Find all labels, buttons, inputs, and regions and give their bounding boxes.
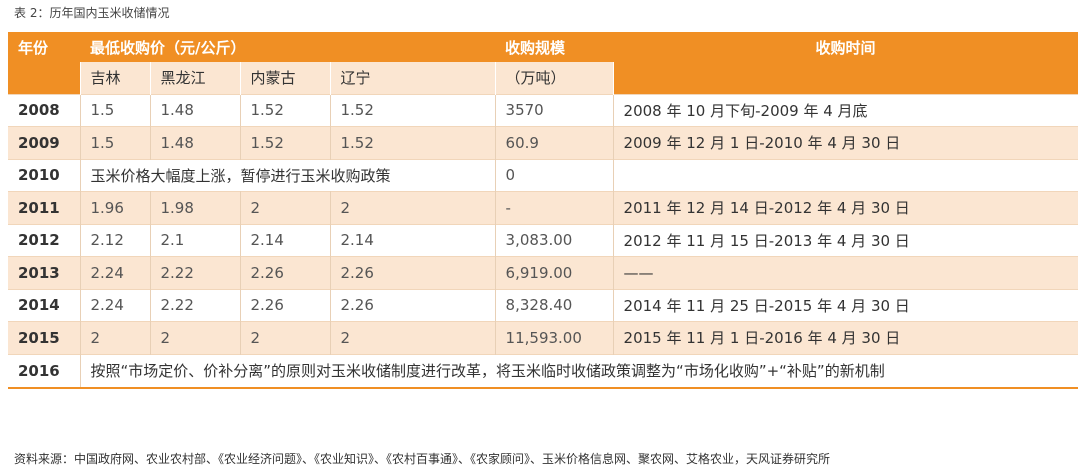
year-cell: 2014 [8,288,81,322]
scale-cell: 3570 [495,93,614,127]
time-cell: 2015 年 11 月 1 日-2016 年 4 月 30 日 [613,321,1079,354]
scale-cell: 60.9 [495,126,614,159]
note-cell: 按照“市场定价、价补分离”的原则对玉米收储制度进行改革，将玉米临时收储政策调整为… [80,353,1079,389]
price-neimenggu: 2.26 [240,256,331,289]
table-row: 2014 2.24 2.22 2.26 2.26 8,328.40 2014 年… [8,288,1079,322]
note-cell: 玉米价格大幅度上涨，暂停进行玉米收购政策 [80,158,496,192]
subheader-liaoning: 辽宁 [330,62,496,94]
scale-cell: 8,328.40 [495,288,614,322]
header-time: 收购时间 [613,32,1079,62]
price-neimenggu: 2 [240,321,331,354]
price-jilin: 2.24 [80,256,151,289]
price-heilongjiang: 2.1 [150,223,241,257]
price-neimenggu: 1.52 [240,126,331,159]
year-cell: 2015 [8,321,81,354]
time-cell [613,158,1079,192]
subheader-jilin: 吉林 [80,62,151,94]
price-liaoning: 2.26 [330,256,496,289]
price-heilongjiang: 1.48 [150,93,241,127]
price-liaoning: 1.52 [330,93,496,127]
table-row: 2011 1.96 1.98 2 2 - 2011 年 12 月 14 日-20… [8,191,1079,224]
price-heilongjiang: 2.22 [150,288,241,322]
price-neimenggu: 2 [240,191,331,224]
price-jilin: 2.24 [80,288,151,322]
price-jilin: 1.5 [80,93,151,127]
price-neimenggu: 2.26 [240,288,331,322]
year-cell: 2011 [8,191,81,224]
corn-purchase-table: 年份 最低收购价（元/公斤） 收购规模 收购时间 吉林 黑龙江 内蒙古 辽宁 （… [8,32,1079,389]
price-neimenggu: 2.14 [240,223,331,257]
price-jilin: 2.12 [80,223,151,257]
price-liaoning: 1.52 [330,126,496,159]
price-neimenggu: 1.52 [240,93,331,127]
scale-cell: - [495,191,614,224]
header-min-price: 最低收购价（元/公斤） [80,32,496,62]
table-row: 2010 玉米价格大幅度上涨，暂停进行玉米收购政策 0 [8,158,1079,192]
table-row: 2012 2.12 2.1 2.14 2.14 3,083.00 2012 年 … [8,223,1079,257]
source-note: 资料来源：中国政府网、农业农村部、《农业经济问题》、《农业知识》、《农村百事通》… [14,452,831,466]
subheader-heilongjiang: 黑龙江 [150,62,241,94]
scale-cell: 3,083.00 [495,223,614,257]
price-liaoning: 2 [330,321,496,354]
price-heilongjiang: 1.98 [150,191,241,224]
price-jilin: 2 [80,321,151,354]
header-row: 年份 最低收购价（元/公斤） 收购规模 收购时间 [8,32,1079,62]
table-row: 2008 1.5 1.48 1.52 1.52 3570 2008 年 10 月… [8,93,1079,127]
scale-cell: 0 [495,158,614,192]
time-cell: 2011 年 12 月 14 日-2012 年 4 月 30 日 [613,191,1079,224]
header-year: 年份 [8,32,80,62]
price-heilongjiang: 2.22 [150,256,241,289]
subheader-row: 吉林 黑龙江 内蒙古 辽宁 （万吨） [8,62,1079,94]
year-cell: 2008 [8,93,81,127]
header-scale: 收购规模 [495,32,614,62]
subheader-year-blank [8,62,81,94]
price-heilongjiang: 2 [150,321,241,354]
subheader-time-blank [613,62,1079,94]
time-cell: —— [613,256,1079,289]
year-cell: 2012 [8,223,81,257]
scale-cell: 11,593.00 [495,321,614,354]
subheader-neimenggu: 内蒙古 [240,62,331,94]
year-cell: 2010 [8,158,81,192]
time-cell: 2012 年 11 月 15 日-2013 年 4 月 30 日 [613,223,1079,257]
time-cell: 2009 年 12 月 1 日-2010 年 4 月 30 日 [613,126,1079,159]
price-jilin: 1.5 [80,126,151,159]
time-cell: 2008 年 10 月下旬-2009 年 4 月底 [613,93,1079,127]
scale-cell: 6,919.00 [495,256,614,289]
price-liaoning: 2.26 [330,288,496,322]
table-caption: 表 2：历年国内玉米收储情况 [14,6,170,20]
year-cell: 2016 [8,353,81,389]
table-row: 2009 1.5 1.48 1.52 1.52 60.9 2009 年 12 月… [8,126,1079,159]
price-heilongjiang: 1.48 [150,126,241,159]
time-cell: 2014 年 11 月 25 日-2015 年 4 月 30 日 [613,288,1079,322]
price-liaoning: 2 [330,191,496,224]
table-row: 2013 2.24 2.22 2.26 2.26 6,919.00 —— [8,256,1079,289]
year-cell: 2013 [8,256,81,289]
year-cell: 2009 [8,126,81,159]
subheader-scale-unit: （万吨） [495,62,614,94]
table-row: 2015 2 2 2 2 11,593.00 2015 年 11 月 1 日-2… [8,321,1079,354]
price-liaoning: 2.14 [330,223,496,257]
price-jilin: 1.96 [80,191,151,224]
table-row: 2016 按照“市场定价、价补分离”的原则对玉米收储制度进行改革，将玉米临时收储… [8,353,1079,389]
